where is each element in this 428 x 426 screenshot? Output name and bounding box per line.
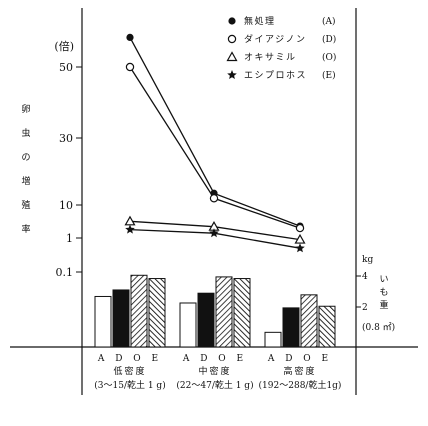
marker-open-circle — [227, 34, 237, 44]
marker-star — [125, 224, 135, 234]
y-title-char: の — [21, 153, 30, 163]
bar-D — [112, 289, 130, 348]
marker-filled-circle — [126, 33, 134, 42]
group-name: 低密度 — [113, 365, 146, 377]
group-letters: A D O E — [182, 354, 247, 364]
line-layer — [129, 37, 301, 249]
bar-A — [94, 295, 112, 348]
y2-axis: kg 4 2 いも重 (0.8 ㎡) — [356, 255, 395, 333]
legend-label: 無処理 — [244, 15, 276, 27]
bar-O — [300, 294, 318, 348]
marker-open-circle — [295, 223, 305, 233]
y-axis-ticks: (倍) 50 30 10 1 0.1 — [54, 39, 82, 279]
y2-tick-label: 2 — [362, 303, 368, 313]
marker-star — [227, 70, 237, 79]
legend: 無処理 (A) ダイアジノン (D) オキサミル (O) エシプロホス (E) — [226, 15, 336, 81]
bar-D — [282, 307, 300, 348]
series-line-1 — [129, 66, 301, 229]
legend-code: (A) — [322, 16, 336, 27]
y2-title-char: い — [379, 275, 388, 285]
bar-D — [197, 292, 215, 348]
y-title-char: 増 — [21, 175, 30, 187]
bar-E — [318, 305, 336, 348]
y2-area-label: (0.8 ㎡) — [362, 322, 395, 333]
marker-open-triangle — [294, 233, 306, 244]
group-name: 中密度 — [198, 365, 231, 377]
legend-label: ダイアジノン — [244, 33, 306, 45]
y-unit: (倍) — [54, 39, 74, 53]
marker-open-circle — [209, 194, 219, 203]
y-tick-label: 30 — [59, 132, 73, 145]
legend-code: (O) — [322, 52, 336, 63]
marker-open-triangle — [124, 215, 136, 226]
marker-filled-circle — [228, 17, 236, 25]
legend-label: オキサミル — [244, 52, 297, 63]
marker-open-triangle — [226, 51, 238, 62]
y2-title-char: も — [379, 287, 388, 298]
group-range: (192～288/乾土1g) — [259, 379, 342, 391]
bar-O — [215, 276, 233, 348]
group-letters: A D O E — [97, 354, 162, 364]
y-tick-label: 0.1 — [56, 266, 74, 279]
y-title-char: 卵 — [21, 104, 30, 115]
y-tick-label: 10 — [59, 199, 73, 212]
legend-code: (D) — [322, 34, 336, 45]
group-letters: A D O E — [267, 354, 332, 364]
group-name: 高密度 — [283, 365, 316, 377]
y-title-char: 殖 — [21, 199, 30, 211]
group-range: (3～15/乾土 1 g) — [94, 379, 165, 391]
y2-unit: kg — [362, 255, 373, 265]
group-range: (22～47/乾土 1 g) — [176, 379, 253, 391]
y2-title-char: 重 — [379, 299, 388, 311]
marker-layer — [124, 33, 306, 253]
bar-A — [179, 302, 197, 348]
y-title-char: 虫 — [21, 127, 30, 139]
legend-label: エシプロホス — [244, 70, 307, 81]
y2-axis-title: いも重 — [379, 275, 388, 311]
bar-A — [264, 331, 282, 348]
marker-open-circle — [125, 62, 135, 72]
bar-O — [130, 274, 148, 348]
legend-code: (E) — [322, 70, 336, 81]
bar-layer — [94, 274, 336, 348]
y-title-char: 率 — [21, 223, 30, 235]
y2-tick-label: 4 — [362, 272, 368, 282]
y-tick-label: 50 — [59, 61, 73, 74]
marker-star — [209, 228, 219, 238]
y-tick-label: 1 — [66, 232, 73, 245]
bar-E — [148, 278, 166, 348]
bar-E — [233, 278, 251, 348]
marker-star — [295, 243, 305, 253]
